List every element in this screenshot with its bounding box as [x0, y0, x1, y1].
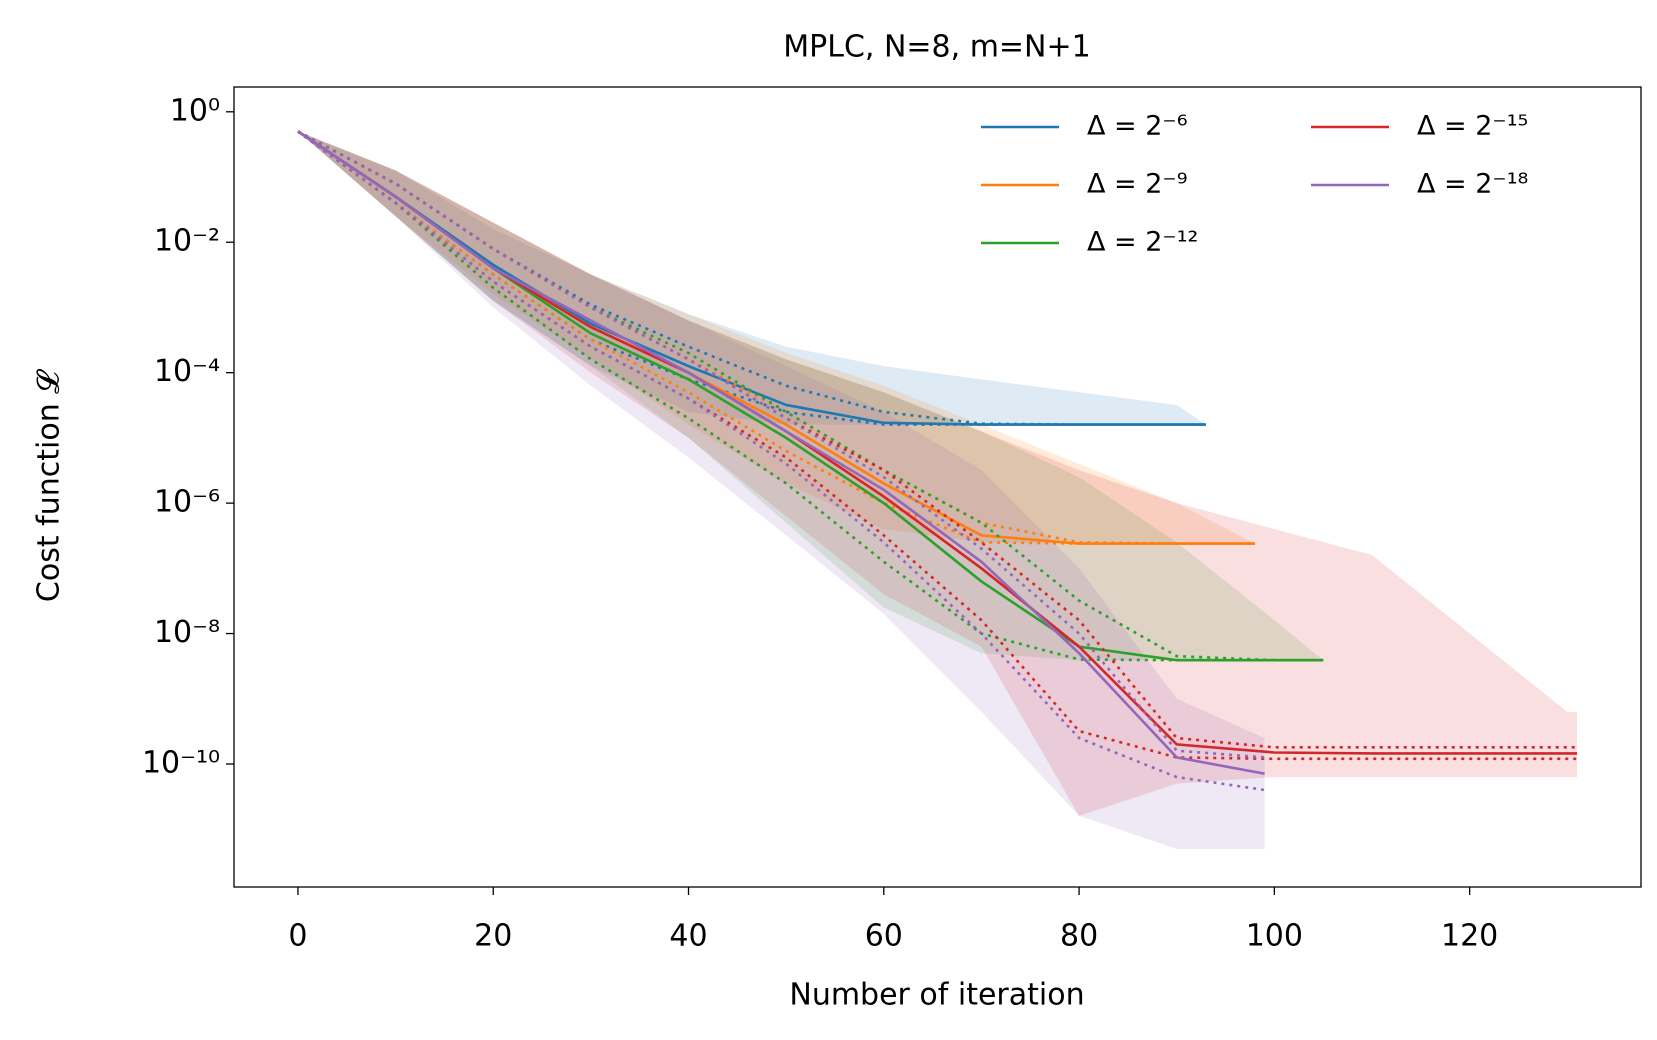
x-tick-label: 40 [669, 919, 707, 954]
legend-label: Δ = 2⁻¹² [1087, 227, 1198, 258]
legend-label: Δ = 2⁻¹⁵ [1417, 111, 1528, 142]
x-tick-label: 100 [1246, 919, 1303, 954]
x-axis-label: Number of iteration [789, 978, 1084, 1013]
legend-label: Δ = 2⁻¹⁸ [1417, 169, 1528, 200]
band [297, 131, 1255, 544]
y-tick-label: 10⁻¹⁰ [142, 745, 220, 780]
y-tick-label: 10⁻⁶ [154, 485, 220, 520]
quantile-line [297, 130, 1578, 761]
band [297, 131, 1207, 425]
legend-label: Δ = 2⁻⁹ [1087, 169, 1188, 200]
x-tick-label: 80 [1060, 919, 1098, 954]
axes-frame [233, 86, 1642, 888]
band [297, 131, 1324, 661]
median-line [297, 130, 1265, 775]
plot-area [297, 130, 1578, 849]
x-tick-label: 60 [865, 919, 903, 954]
chart-title: MPLC, N=8, m=N+1 [783, 30, 1090, 65]
y-tick-label: 10⁻² [154, 224, 220, 259]
band [297, 131, 1578, 816]
y-tick-label: 10⁻⁸ [154, 615, 220, 650]
y-tick-label: 10⁰ [170, 93, 220, 128]
x-tick-label: 120 [1441, 919, 1498, 954]
y-axis-label: Cost function 𝓛 [32, 369, 67, 602]
median-line [297, 130, 1578, 755]
band [297, 131, 1265, 849]
legend-label: Δ = 2⁻⁶ [1087, 111, 1188, 142]
y-tick-label: 10⁻⁴ [154, 354, 220, 389]
x-tick-label: 20 [474, 919, 512, 954]
x-tick-label: 0 [288, 919, 307, 954]
median-line [297, 130, 1207, 426]
